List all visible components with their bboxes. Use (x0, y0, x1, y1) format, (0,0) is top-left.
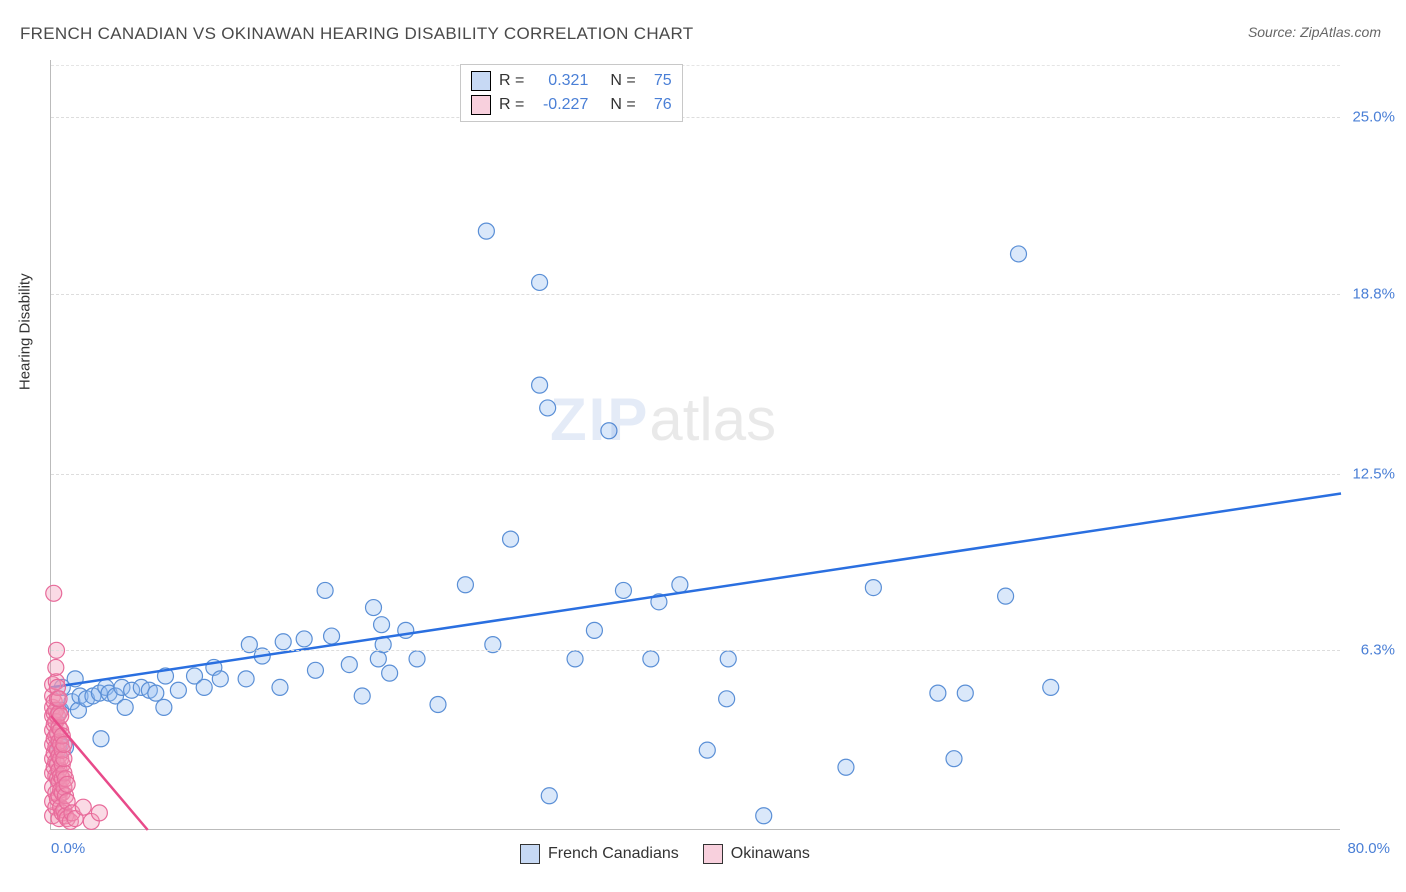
data-point (720, 651, 736, 667)
r-label: R = (499, 69, 524, 93)
x-tick-label-min: 0.0% (51, 840, 85, 857)
legend-label-2: Okinawans (731, 845, 810, 863)
data-point (51, 691, 67, 707)
data-point (503, 531, 519, 547)
data-point (196, 679, 212, 695)
data-point (532, 377, 548, 393)
data-point (341, 657, 357, 673)
data-point (296, 631, 312, 647)
data-point (998, 588, 1014, 604)
data-point (865, 580, 881, 596)
data-point (317, 582, 333, 598)
y-tick-label: 6.3% (1361, 642, 1395, 659)
n-value-blue: 75 (644, 69, 672, 93)
gridline (51, 294, 1340, 295)
data-point (75, 799, 91, 815)
data-point (59, 776, 75, 792)
data-point (930, 685, 946, 701)
data-point (374, 617, 390, 633)
legend-swatch-pink-icon (703, 844, 723, 864)
data-point (238, 671, 254, 687)
data-point (354, 688, 370, 704)
data-point (586, 622, 602, 638)
data-point (532, 274, 548, 290)
data-point (382, 665, 398, 681)
swatch-blue-icon (471, 71, 491, 91)
data-point (91, 805, 107, 821)
data-point (601, 423, 617, 439)
gridline (51, 474, 1340, 475)
r-value-pink: -0.227 (532, 93, 588, 117)
data-point (148, 685, 164, 701)
correlation-legend: R = 0.321 N = 75 R = -0.227 N = 76 (460, 64, 683, 122)
correlation-row-pink: R = -0.227 N = 76 (471, 93, 672, 117)
chart-plot-area: 6.3%12.5%18.8%25.0%0.0%80.0% (50, 60, 1340, 830)
data-point (93, 731, 109, 747)
data-point (478, 223, 494, 239)
n-value-pink: 76 (644, 93, 672, 117)
gridline (51, 117, 1340, 118)
data-point (540, 400, 556, 416)
scatter-plot-svg (51, 60, 1340, 829)
legend-item-okinawans: Okinawans (703, 844, 810, 864)
data-point (1043, 679, 1059, 695)
data-point (457, 577, 473, 593)
data-point (156, 699, 172, 715)
data-point (643, 651, 659, 667)
data-point (1011, 246, 1027, 262)
data-point (272, 679, 288, 695)
data-point (56, 751, 72, 767)
data-point (324, 628, 340, 644)
n-label-2: N = (610, 93, 635, 117)
data-point (838, 759, 854, 775)
data-point (946, 751, 962, 767)
y-tick-label: 18.8% (1352, 285, 1395, 302)
data-point (541, 788, 557, 804)
data-point (957, 685, 973, 701)
trend-line (51, 493, 1341, 687)
data-point (719, 691, 735, 707)
data-point (307, 662, 323, 678)
chart-title: FRENCH CANADIAN VS OKINAWAN HEARING DISA… (20, 24, 693, 44)
swatch-pink-icon (471, 95, 491, 115)
data-point (170, 682, 186, 698)
data-point (672, 577, 688, 593)
data-point (567, 651, 583, 667)
legend-label-1: French Canadians (548, 845, 679, 863)
data-point (212, 671, 228, 687)
data-point (615, 582, 631, 598)
y-tick-label: 25.0% (1352, 109, 1395, 126)
data-point (46, 585, 62, 601)
x-tick-label-max: 80.0% (1347, 840, 1390, 857)
data-point (409, 651, 425, 667)
legend-swatch-blue-icon (520, 844, 540, 864)
data-point (366, 600, 382, 616)
gridline (51, 650, 1340, 651)
legend-item-french-canadians: French Canadians (520, 844, 679, 864)
data-point (699, 742, 715, 758)
r-value-blue: 0.321 (532, 69, 588, 93)
data-point (275, 634, 291, 650)
data-point (117, 699, 133, 715)
n-label: N = (610, 69, 635, 93)
data-point (48, 659, 64, 675)
y-axis-label: Hearing Disability (17, 273, 34, 390)
series-legend: French Canadians Okinawans (520, 844, 810, 864)
y-tick-label: 12.5% (1352, 465, 1395, 482)
source-attribution: Source: ZipAtlas.com (1248, 24, 1381, 40)
data-point (370, 651, 386, 667)
data-point (756, 808, 772, 824)
correlation-row-blue: R = 0.321 N = 75 (471, 69, 672, 93)
r-label-2: R = (499, 93, 524, 117)
data-point (430, 697, 446, 713)
